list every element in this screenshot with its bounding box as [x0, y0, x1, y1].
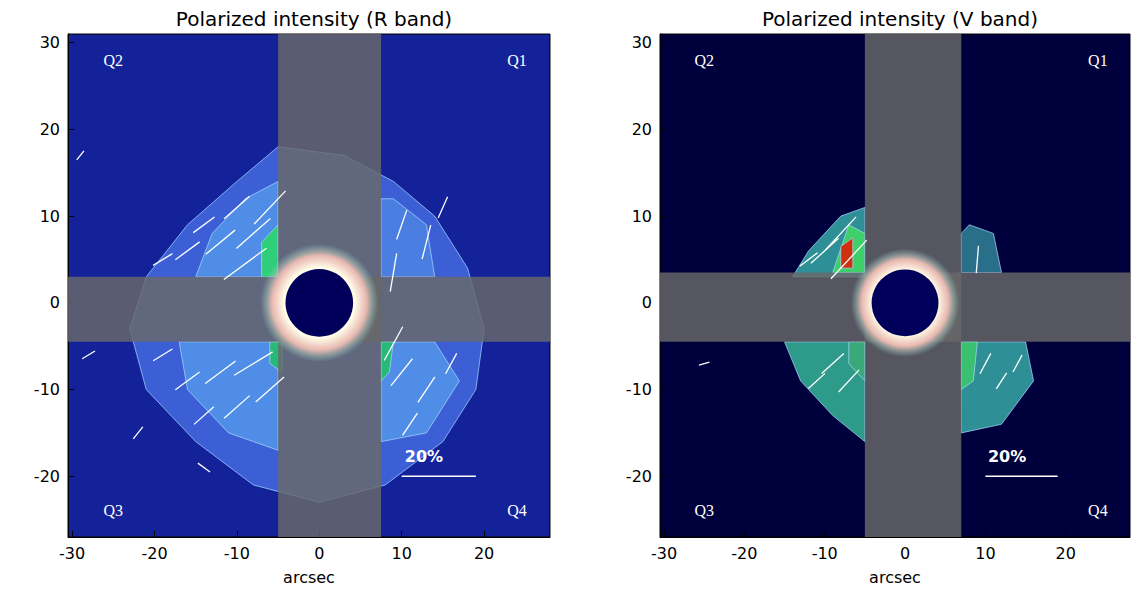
svg-text:-30: -30	[59, 544, 85, 563]
svg-text:Q4: Q4	[507, 502, 527, 519]
svg-text:20: 20	[40, 120, 60, 139]
svg-text:20%: 20%	[405, 447, 443, 466]
svg-text:10: 10	[40, 207, 60, 226]
svg-text:-20: -20	[731, 544, 757, 563]
svg-text:0: 0	[642, 293, 652, 312]
svg-text:arcsec: arcsec	[869, 568, 921, 587]
svg-text:-20: -20	[34, 467, 60, 486]
svg-text:30: 30	[632, 33, 652, 52]
svg-text:Q4: Q4	[1088, 502, 1108, 519]
svg-text:0: 0	[900, 544, 910, 563]
svg-text:0: 0	[314, 544, 324, 563]
svg-text:-10: -10	[224, 544, 250, 563]
svg-text:10: 10	[392, 544, 412, 563]
svg-text:-10: -10	[626, 380, 652, 399]
svg-text:-20: -20	[141, 544, 167, 563]
svg-text:10: 10	[632, 207, 652, 226]
svg-text:-10: -10	[34, 380, 60, 399]
svg-text:Q1: Q1	[1088, 52, 1108, 69]
svg-text:10: 10	[975, 544, 995, 563]
svg-text:Q2: Q2	[104, 52, 124, 69]
svg-text:30: 30	[40, 33, 60, 52]
svg-text:Q2: Q2	[694, 52, 714, 69]
svg-text:-10: -10	[812, 544, 838, 563]
svg-text:-20: -20	[626, 467, 652, 486]
svg-text:20: 20	[1056, 544, 1076, 563]
svg-text:-30: -30	[651, 544, 677, 563]
svg-text:arcsec: arcsec	[283, 568, 335, 587]
svg-text:20%: 20%	[988, 447, 1026, 466]
svg-text:20: 20	[632, 120, 652, 139]
svg-text:20: 20	[474, 544, 494, 563]
svg-text:Polarized intensity (V band): Polarized intensity (V band)	[762, 7, 1038, 31]
svg-text:0: 0	[50, 293, 60, 312]
svg-text:Q1: Q1	[507, 52, 527, 69]
svg-text:Polarized intensity (R band): Polarized intensity (R band)	[176, 7, 452, 31]
svg-text:Q3: Q3	[104, 502, 124, 519]
svg-text:Q3: Q3	[694, 502, 714, 519]
